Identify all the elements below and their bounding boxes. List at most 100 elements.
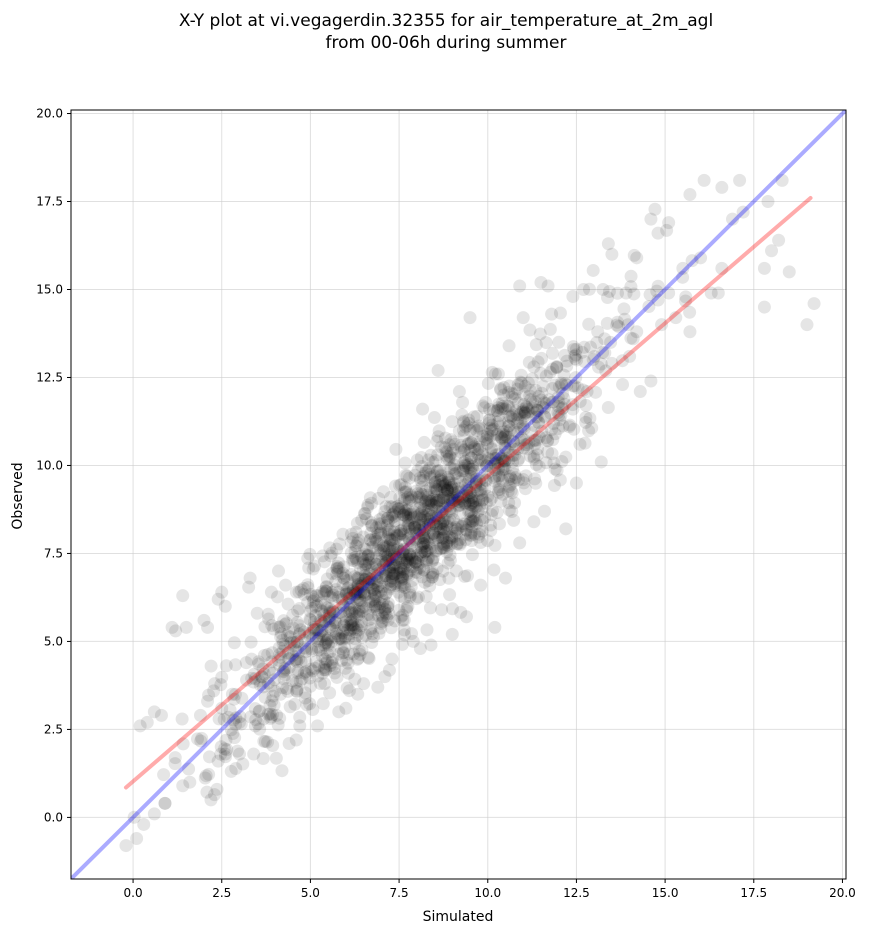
data-point [436, 529, 450, 543]
data-point [511, 412, 525, 426]
data-point [339, 585, 353, 599]
data-point [436, 515, 450, 529]
data-point [586, 263, 600, 277]
data-point [224, 764, 238, 778]
data-point [289, 585, 303, 599]
x-tick-label: 7.5 [390, 886, 409, 900]
data-point [236, 757, 250, 771]
data-point [471, 504, 485, 518]
data-point [345, 605, 359, 619]
data-point [582, 282, 596, 296]
data-point [460, 488, 474, 502]
data-point [407, 510, 421, 524]
data-point [436, 517, 450, 531]
data-point [432, 493, 446, 507]
data-point [362, 613, 376, 627]
data-point [390, 566, 404, 580]
data-point [496, 462, 510, 476]
data-point [412, 490, 426, 504]
data-point [579, 398, 593, 412]
data-point [273, 687, 287, 701]
data-point [426, 570, 440, 584]
data-point [337, 618, 351, 632]
data-point [376, 580, 390, 594]
data-point [512, 408, 526, 422]
data-point [364, 595, 378, 609]
data-point [200, 785, 214, 799]
data-point [297, 587, 311, 601]
data-point [348, 606, 362, 620]
data-point [495, 399, 509, 413]
data-point [261, 735, 275, 749]
data-point [294, 583, 308, 597]
data-point [433, 516, 447, 530]
data-point [432, 509, 446, 523]
data-point [342, 684, 356, 698]
data-point [309, 623, 323, 637]
data-point [264, 655, 278, 669]
data-point [331, 556, 345, 570]
data-point [487, 422, 501, 436]
data-point [194, 734, 208, 748]
data-point [368, 599, 382, 613]
data-point [480, 459, 494, 473]
data-point [413, 641, 427, 655]
data-point [266, 689, 280, 703]
data-point [488, 474, 502, 488]
data-point [393, 528, 407, 542]
y-tick-label: 2.5 [44, 722, 63, 736]
data-point [282, 625, 296, 639]
data-point [471, 442, 485, 456]
data-point [362, 567, 376, 581]
y-tick-label: 10.0 [36, 458, 63, 472]
data-point [553, 413, 567, 427]
data-point [325, 566, 339, 580]
data-point [336, 566, 350, 580]
data-point [337, 572, 351, 586]
data-point [456, 414, 470, 428]
data-point [433, 517, 447, 531]
data-point [386, 574, 400, 588]
data-point [372, 517, 386, 531]
data-point [342, 591, 356, 605]
x-tick-label: 15.0 [652, 886, 679, 900]
data-point [252, 674, 266, 688]
data-point [554, 409, 568, 423]
data-point [286, 608, 300, 622]
data-point [470, 484, 484, 498]
data-point [423, 461, 437, 475]
data-point [428, 532, 442, 546]
data-point [215, 701, 229, 715]
data-point [496, 452, 510, 466]
data-point [711, 286, 725, 300]
data-point [371, 680, 385, 694]
data-point [347, 647, 361, 661]
data-point [476, 429, 490, 443]
data-point [327, 605, 341, 619]
data-point [493, 482, 507, 496]
data-point [168, 757, 182, 771]
data-point [336, 645, 350, 659]
data-point [441, 472, 455, 486]
data-point [297, 641, 311, 655]
data-point [384, 567, 398, 581]
data-point [444, 433, 458, 447]
data-point [403, 590, 417, 604]
data-point [381, 511, 395, 525]
data-point [518, 438, 532, 452]
data-point [376, 615, 390, 629]
data-point [457, 416, 471, 430]
data-point [442, 452, 456, 466]
data-point [396, 570, 410, 584]
data-point [464, 528, 478, 542]
data-point [210, 782, 224, 796]
data-point [414, 499, 428, 513]
data-point [399, 556, 413, 570]
data-point [359, 628, 373, 642]
data-point [392, 560, 406, 574]
data-point [627, 287, 641, 301]
data-point [487, 563, 501, 577]
data-point [388, 501, 402, 515]
data-point [409, 484, 423, 498]
data-point [350, 586, 364, 600]
